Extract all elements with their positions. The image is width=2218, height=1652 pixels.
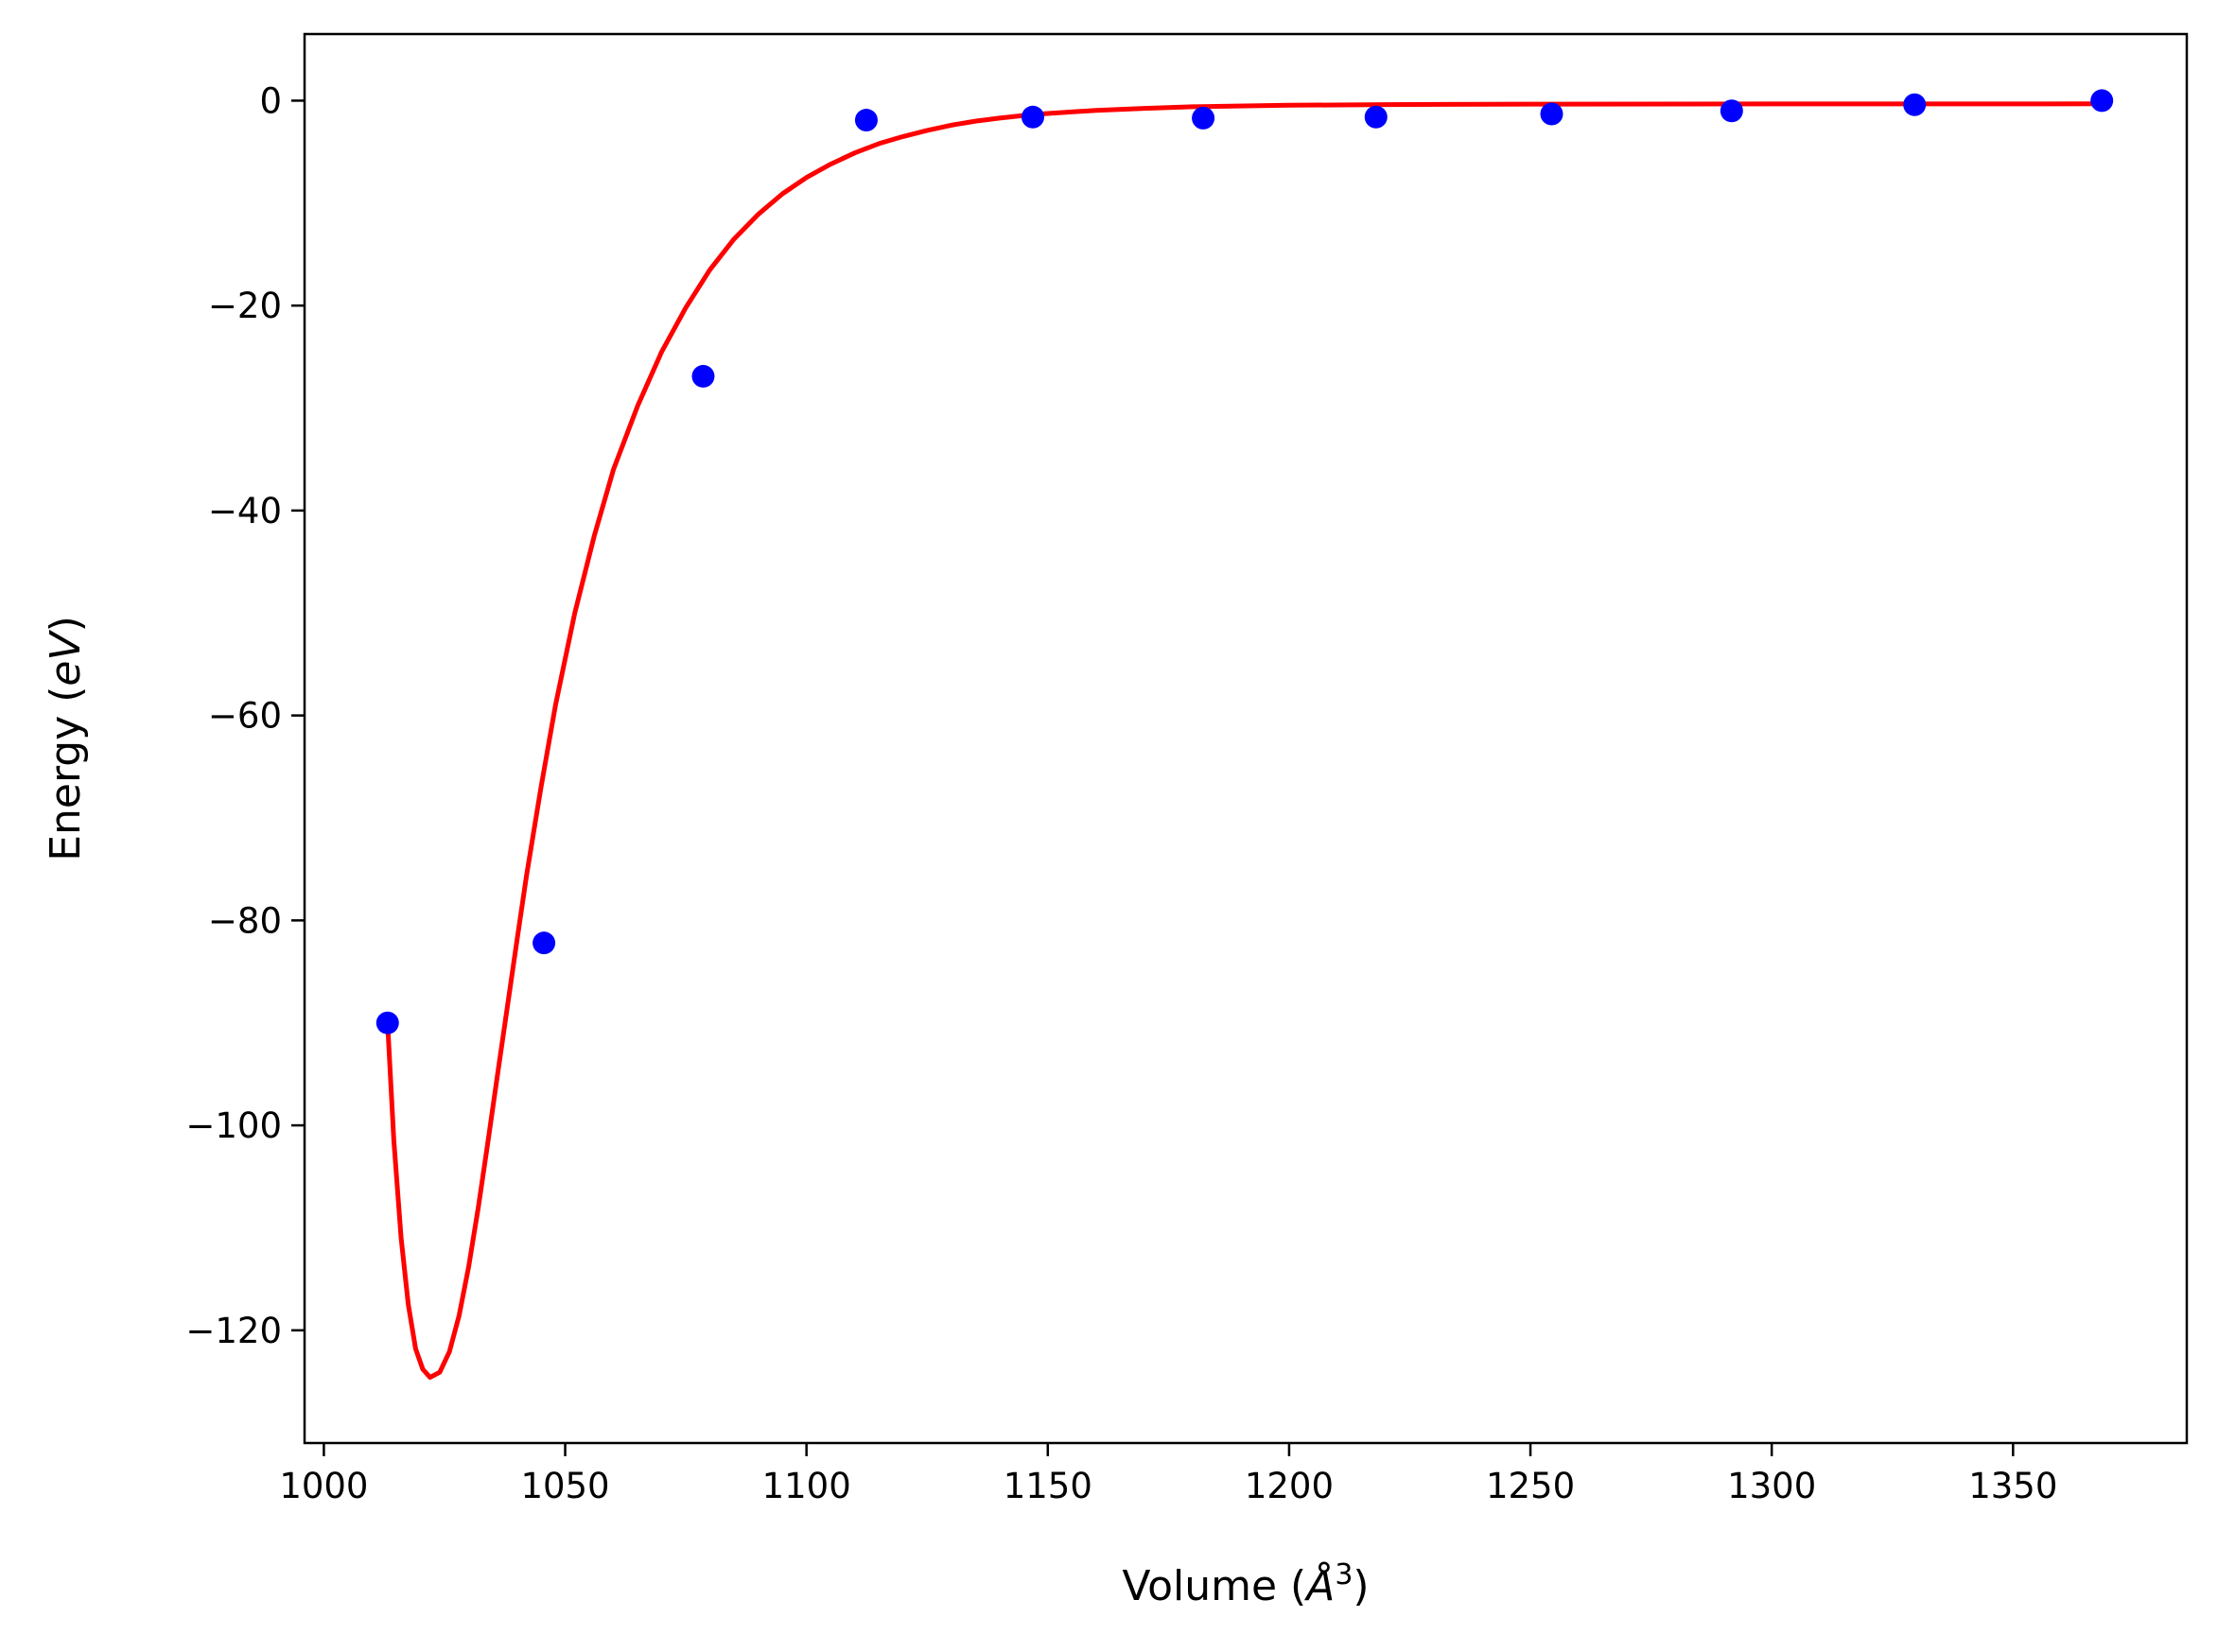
- x-axis-label: Volume (Å3): [1122, 1558, 1369, 1611]
- x-tick-label: 1350: [1968, 1466, 2057, 1506]
- y-tick-label: 0: [259, 80, 282, 121]
- y-tick-label: −60: [208, 696, 282, 737]
- data-point: [1903, 93, 1927, 116]
- x-tick-label: 1100: [762, 1466, 851, 1506]
- x-axis-ticks: 1000 1050 1100 1150 1200 1250 1300 1350: [279, 1443, 2057, 1506]
- data-point: [691, 364, 715, 388]
- x-tick-label: 1250: [1486, 1466, 1575, 1506]
- axes-frame: [303, 32, 2189, 1445]
- y-axis-label: Energy (eV): [42, 616, 90, 861]
- data-point: [854, 109, 878, 132]
- data-point: [1720, 99, 1743, 123]
- data-point: [2090, 89, 2114, 113]
- data-point: [1364, 105, 1388, 129]
- y-tick-label: −120: [185, 1311, 282, 1351]
- data-point: [1192, 106, 1215, 130]
- fit-curve: [385, 101, 2103, 1381]
- x-tick-label: 1000: [279, 1466, 368, 1506]
- y-tick-label: −80: [208, 900, 282, 941]
- data-point: [1540, 102, 1563, 126]
- y-tick-label: −20: [208, 286, 282, 326]
- plot-area: [305, 34, 2187, 1443]
- x-tick-label: 1200: [1245, 1466, 1334, 1506]
- y-tick-label: −40: [208, 491, 282, 531]
- x-tick-label: 1300: [1727, 1466, 1816, 1506]
- x-tick-label: 1150: [1004, 1466, 1092, 1506]
- data-point: [375, 1011, 399, 1035]
- data-point: [1021, 105, 1044, 129]
- data-points: [375, 89, 2114, 1035]
- y-tick-label: −100: [185, 1105, 282, 1146]
- data-point: [533, 931, 556, 955]
- x-tick-label: 1050: [520, 1466, 609, 1506]
- y-axis-ticks: 0 −20 −40 −60 −80 −100 −120: [185, 80, 305, 1351]
